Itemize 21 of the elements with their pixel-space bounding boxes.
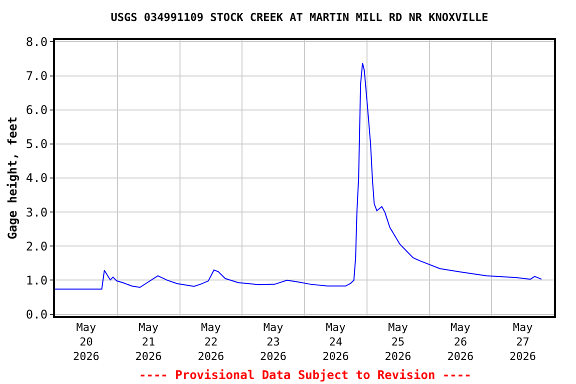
line-series	[55, 62, 542, 290]
y-tick-label: 0.0	[26, 308, 48, 322]
y-tick-label: 3.0	[26, 205, 48, 220]
x-tick-label: May 21 2026	[135, 321, 162, 363]
text: ---- Provisional Data Subject to Revision ----	[139, 368, 472, 382]
y-tick-label: 4.0	[26, 171, 48, 186]
x-tick-label: May 26 2026	[447, 321, 474, 363]
y-axis-title: Gage height, feet	[6, 116, 20, 240]
x-tick-label: May 23 2026	[260, 321, 287, 363]
x-tick-label: May 22 2026	[198, 321, 224, 363]
y-tick-label: 1.0	[26, 273, 48, 288]
x-tick-label: May 25 2026	[384, 321, 412, 363]
y-tick-label: 6.0	[26, 103, 48, 118]
y-tick-label: 2.0	[26, 239, 48, 254]
x-tick-label: May 24 2026	[322, 321, 349, 363]
x-tick-label: May 27 2026	[510, 321, 536, 363]
y-tick-label: 8.0	[26, 34, 48, 49]
y-tick-label: 7.0	[26, 68, 48, 83]
y-tick-label: 5.0	[26, 137, 48, 152]
x-tick-label: May 20 2026	[72, 321, 100, 363]
chart-title: USGS 034991109 STOCK CREEK AT MARTIN MILL RD NR KNOXVILLE	[110, 11, 488, 24]
